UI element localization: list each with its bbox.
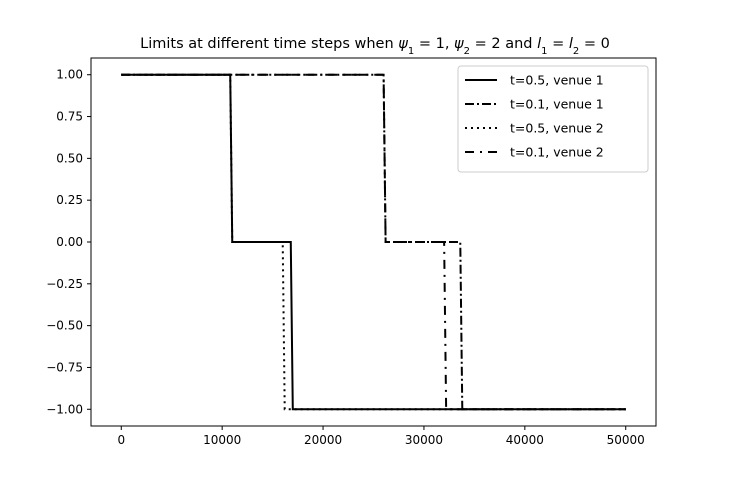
x-tick-label: 0	[117, 433, 125, 447]
y-tick-label: −1.00	[46, 402, 83, 416]
legend-label-3: t=0.5, venue 2	[510, 121, 604, 136]
y-tick-label: −0.25	[46, 277, 83, 291]
x-tick-label: 40000	[506, 433, 544, 447]
x-tick-label: 10000	[203, 433, 241, 447]
y-tick-label: 0.25	[56, 193, 83, 207]
legend-label-1: t=0.5, venue 1	[510, 73, 604, 88]
y-tick-label: 0.50	[56, 151, 83, 165]
chart-title: Limits at different time steps when ψ1 =…	[140, 36, 610, 57]
y-tick-label: 0.00	[56, 235, 83, 249]
series-layer	[121, 73, 626, 411]
chart-title-text: Limits at different time steps when	[140, 36, 398, 52]
ticks-layer: 0 10000 20000 30000 40000 50000 1.00 0.75 0.50 0.…	[46, 68, 645, 447]
legend-box	[457, 65, 649, 173]
y-tick-label: −0.75	[46, 360, 83, 374]
y-tick-label: 1.00	[56, 68, 83, 82]
legend-label-4: t=0.1, venue 2	[510, 145, 604, 160]
x-tick-label: 50000	[607, 433, 645, 447]
y-tick-label: 0.75	[56, 110, 83, 124]
y-tick-label: −0.50	[46, 319, 83, 333]
x-tick-label: 30000	[405, 433, 443, 447]
legend-label-2: t=0.1, venue 1	[510, 97, 604, 112]
axes-frame	[90, 57, 657, 427]
legend: t=0.5, venue 1 t=0.1, venue 1 t=0.5, venue…	[457, 65, 649, 173]
series-line-3	[121, 73, 626, 411]
x-tick-label: 20000	[304, 433, 342, 447]
